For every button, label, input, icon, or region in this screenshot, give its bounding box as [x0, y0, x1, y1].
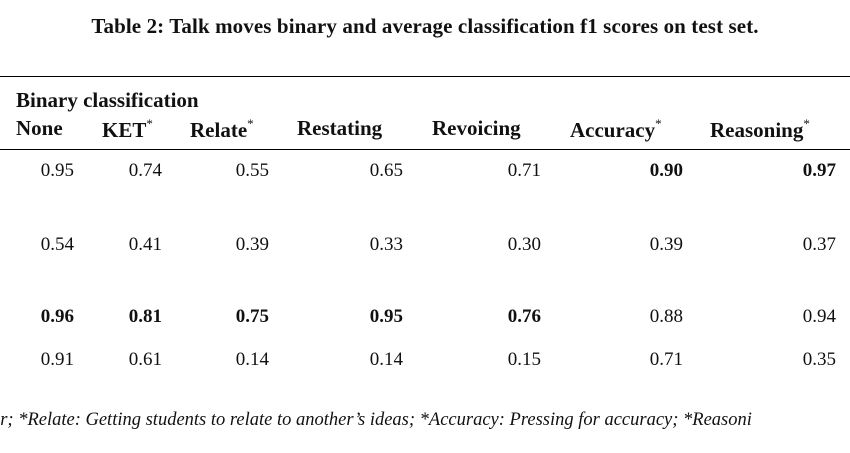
table-cell: 0.91	[40, 349, 74, 370]
footnote-marker: *	[655, 116, 662, 131]
column-header: Reasoning*	[710, 116, 810, 143]
table-cell: 0.15	[507, 349, 541, 370]
column-header: Restating	[297, 116, 382, 141]
column-header: KET*	[102, 116, 153, 143]
table-mid-rule	[0, 149, 850, 150]
table-cell: 0.65	[369, 160, 403, 181]
table-cell: 0.71	[649, 349, 683, 370]
column-header-label: None	[16, 116, 63, 140]
table-cell: 0.97	[802, 160, 836, 181]
table-top-rule	[0, 76, 850, 77]
table-cell: 0.94	[802, 306, 836, 327]
footnote-marker: *	[247, 116, 254, 131]
column-header: Revoicing	[432, 116, 521, 141]
table-cell: 0.14	[369, 349, 403, 370]
table-cell: 0.14	[235, 349, 269, 370]
group-header: Binary classification	[16, 88, 199, 112]
table-cell: 0.30	[507, 234, 541, 255]
table-cell: 0.75	[235, 306, 269, 327]
table-cell: 0.88	[649, 306, 683, 327]
column-header: Relate*	[190, 116, 254, 143]
table-cell: 0.39	[235, 234, 269, 255]
table-cell: 0.37	[802, 234, 836, 255]
table-cell: 0.41	[128, 234, 162, 255]
table-cell: 0.81	[128, 306, 162, 327]
table-cell: 0.55	[235, 160, 269, 181]
column-header-label: Revoicing	[432, 116, 521, 140]
table-cell: 0.71	[507, 160, 541, 181]
column-header: None	[16, 116, 63, 141]
table-cell: 0.90	[649, 160, 683, 181]
table-caption: Table 2: Talk moves binary and average c…	[91, 14, 759, 38]
table-cell: 0.61	[128, 349, 162, 370]
footnote-marker: *	[146, 116, 153, 131]
table-cell: 0.33	[369, 234, 403, 255]
column-header-label: Restating	[297, 116, 383, 140]
column-header-label: Accuracy	[570, 118, 656, 142]
table-cell: 0.35	[802, 349, 836, 370]
column-header-label: KET	[102, 118, 147, 142]
footnote: er; *Relate: Getting students to relate …	[0, 410, 752, 430]
table-cell: 0.95	[369, 306, 403, 327]
table-cell: 0.95	[40, 160, 74, 181]
column-header-label: Reasoning	[710, 118, 804, 142]
table-cell: 0.76	[507, 306, 541, 327]
table-cell: 0.54	[40, 234, 74, 255]
table-cell: 0.74	[128, 160, 162, 181]
table-cell: 0.39	[649, 234, 683, 255]
footnote-marker: *	[803, 116, 810, 131]
column-header: Accuracy*	[570, 116, 662, 143]
column-header-label: Relate	[190, 118, 248, 142]
table-cell: 0.96	[40, 306, 74, 327]
